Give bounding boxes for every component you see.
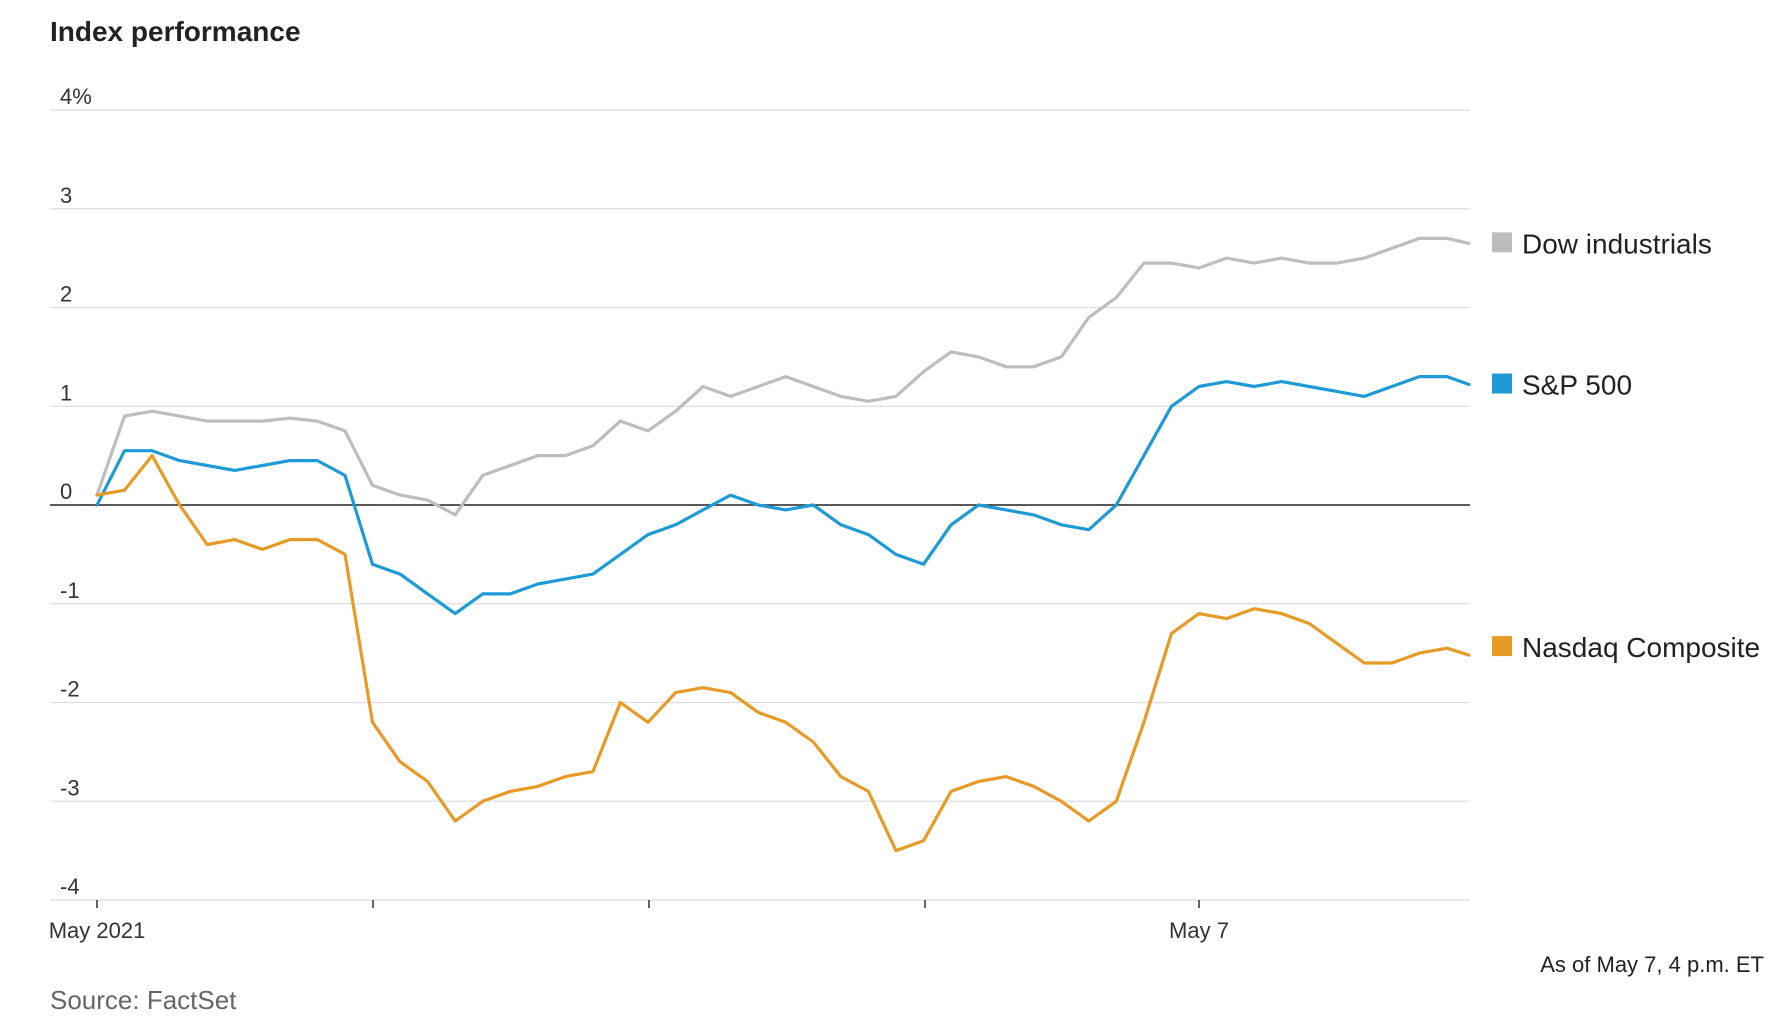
legend-label-nasdaq-composite: Nasdaq Composite: [1522, 632, 1760, 663]
series-line-s-p-500: [95, 375, 1471, 616]
y-tick-label: 1: [60, 380, 72, 405]
x-tick-label: May 2021: [49, 918, 146, 943]
y-axis-ticks: 4% 3 2 1 0 -1 -2 -3 -4: [60, 84, 92, 899]
y-tick-label: -3: [60, 775, 80, 800]
as-of-note: As of May 7, 4 p.m. ET: [1540, 952, 1764, 977]
series-line-nasdaq-composite: [95, 454, 1471, 853]
legend-label-dow-industrials: Dow industrials: [1522, 228, 1712, 259]
x-tick-label: May 7: [1169, 918, 1229, 943]
y-tick-label: 3: [60, 183, 72, 208]
series-lines: [95, 236, 1471, 853]
y-tick-label: 4%: [60, 84, 92, 109]
y-tick-label: 0: [60, 479, 72, 504]
legend: Dow industrials S&P 500 Nasdaq Composite: [1492, 228, 1760, 663]
source-note: Source: FactSet: [50, 985, 237, 1015]
x-axis: May 2021 May 7: [49, 899, 1470, 943]
series-line-dow-industrials: [95, 236, 1471, 517]
chart-title: Index performance: [50, 16, 301, 47]
y-tick-label: -1: [60, 578, 80, 603]
y-tick-label: -2: [60, 677, 80, 702]
legend-label-s-p-500: S&P 500: [1522, 370, 1632, 401]
legend-swatch-nasdaq-composite: [1492, 636, 1512, 657]
legend-swatch-s-p-500: [1492, 373, 1512, 394]
y-tick-label: -4: [60, 874, 80, 899]
legend-swatch-dow-industrials: [1492, 232, 1512, 253]
y-tick-label: 2: [60, 282, 72, 307]
